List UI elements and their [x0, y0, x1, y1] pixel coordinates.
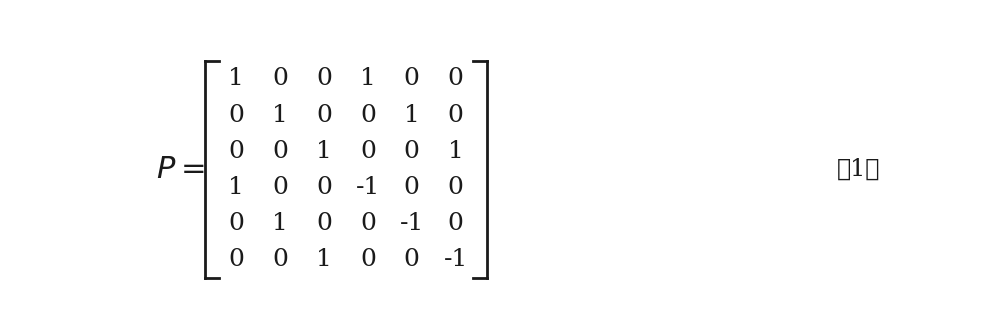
Text: 0: 0 — [360, 104, 376, 127]
Text: 0: 0 — [360, 140, 376, 162]
Text: 0: 0 — [316, 212, 332, 235]
Text: 0: 0 — [272, 248, 288, 271]
Text: 0: 0 — [272, 140, 288, 162]
Text: 0: 0 — [448, 212, 464, 235]
Text: 1: 1 — [228, 67, 244, 90]
Text: 1: 1 — [272, 212, 288, 235]
Text: 0: 0 — [360, 212, 376, 235]
Text: 0: 0 — [448, 176, 464, 199]
Text: 1: 1 — [448, 140, 464, 162]
Text: -1: -1 — [400, 212, 424, 235]
Text: 0: 0 — [316, 67, 332, 90]
Text: 0: 0 — [272, 67, 288, 90]
Text: 1: 1 — [316, 248, 332, 271]
Text: 1: 1 — [272, 104, 288, 127]
Text: 1: 1 — [404, 104, 420, 127]
Text: 0: 0 — [228, 140, 244, 162]
Text: 0: 0 — [448, 104, 464, 127]
Text: 0: 0 — [404, 248, 420, 271]
Text: 0: 0 — [316, 176, 332, 199]
Text: 0: 0 — [228, 104, 244, 127]
Text: 1: 1 — [316, 140, 332, 162]
Text: 1: 1 — [228, 176, 244, 199]
Text: 0: 0 — [228, 248, 244, 271]
Text: 0: 0 — [404, 67, 420, 90]
Text: 0: 0 — [404, 140, 420, 162]
Text: $P=$: $P=$ — [156, 154, 205, 185]
Text: 0: 0 — [316, 104, 332, 127]
Text: 0: 0 — [404, 176, 420, 199]
Text: 0: 0 — [360, 248, 376, 271]
Text: 0: 0 — [228, 212, 244, 235]
Text: （1）: （1） — [837, 158, 881, 181]
Text: -1: -1 — [356, 176, 380, 199]
Text: 0: 0 — [272, 176, 288, 199]
Text: 0: 0 — [448, 67, 464, 90]
Text: 1: 1 — [360, 67, 376, 90]
Text: -1: -1 — [444, 248, 468, 271]
